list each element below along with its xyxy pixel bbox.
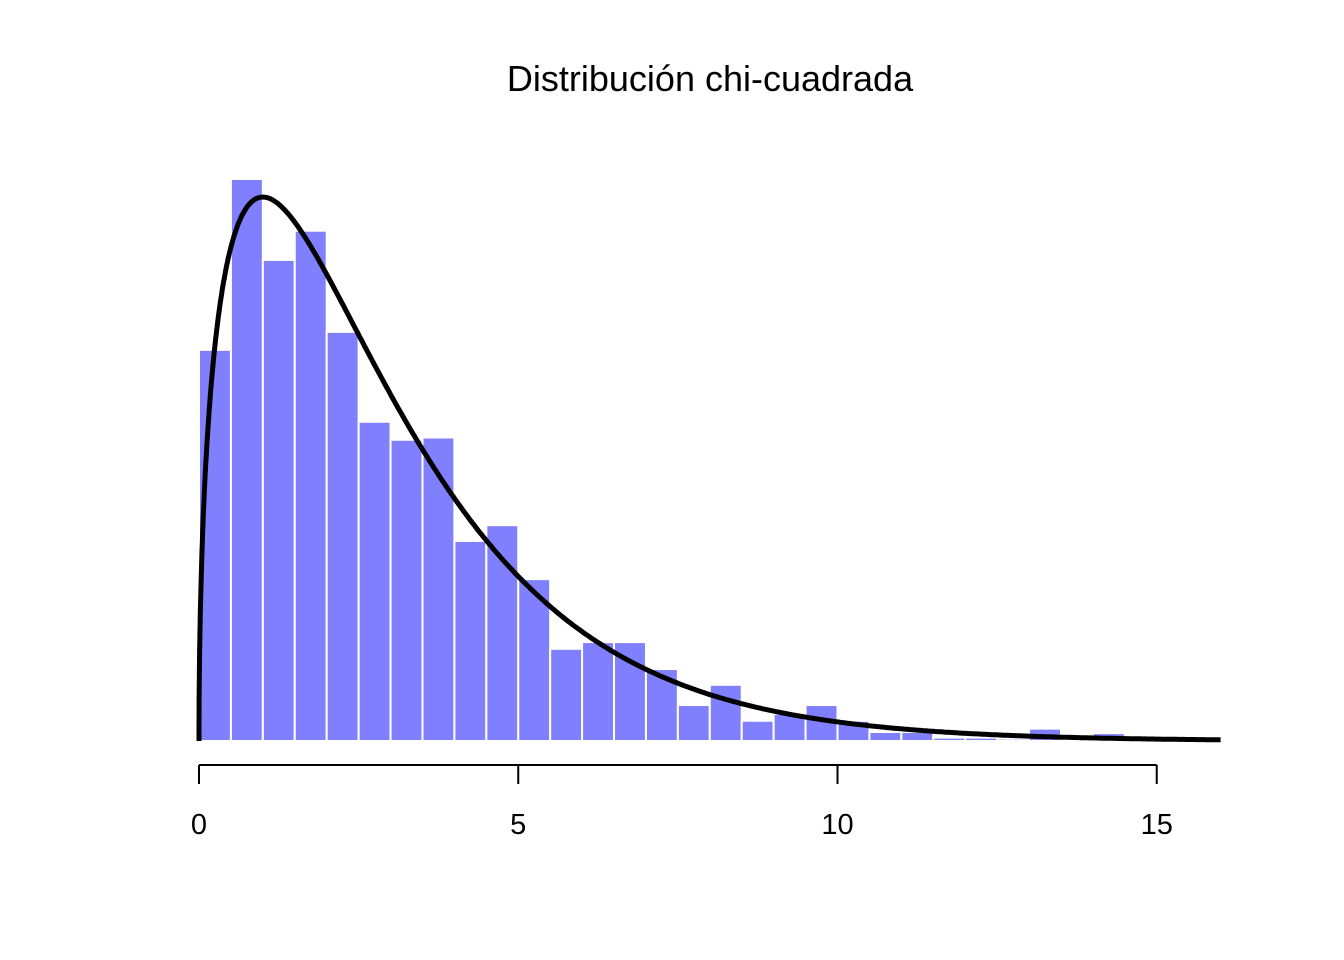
histogram-bar — [996, 737, 1031, 743]
x-axis: 0 5 10 15 — [191, 764, 1173, 841]
histogram-bar — [964, 736, 999, 742]
histogram-bar — [357, 420, 392, 742]
histogram-bar — [261, 258, 296, 742]
histogram-bar — [676, 704, 711, 742]
histogram-bar — [293, 229, 328, 742]
histogram-bar — [932, 736, 967, 742]
histogram-bar — [868, 731, 903, 742]
histogram-bar — [421, 436, 456, 742]
histogram-bar — [389, 438, 424, 742]
histogram-bar — [549, 647, 584, 742]
x-tick-label: 15 — [1141, 809, 1173, 841]
histogram-bar — [644, 668, 679, 743]
histogram-bar — [708, 683, 743, 742]
histogram-bar — [325, 330, 360, 742]
density-curve — [196, 194, 1222, 743]
chart-title: Distribución chi-cuadrada — [506, 58, 914, 99]
histogram-bar — [229, 178, 264, 742]
bars — [198, 178, 1126, 743]
x-tick-label: 0 — [191, 809, 207, 841]
histogram-bar — [740, 719, 775, 743]
x-tick-label: 5 — [510, 809, 526, 841]
histogram-bar — [517, 578, 552, 742]
histogram-bar — [581, 641, 616, 743]
histogram-bar — [613, 641, 647, 743]
histogram-bar — [453, 539, 488, 742]
x-tick-label: 10 — [821, 809, 853, 841]
